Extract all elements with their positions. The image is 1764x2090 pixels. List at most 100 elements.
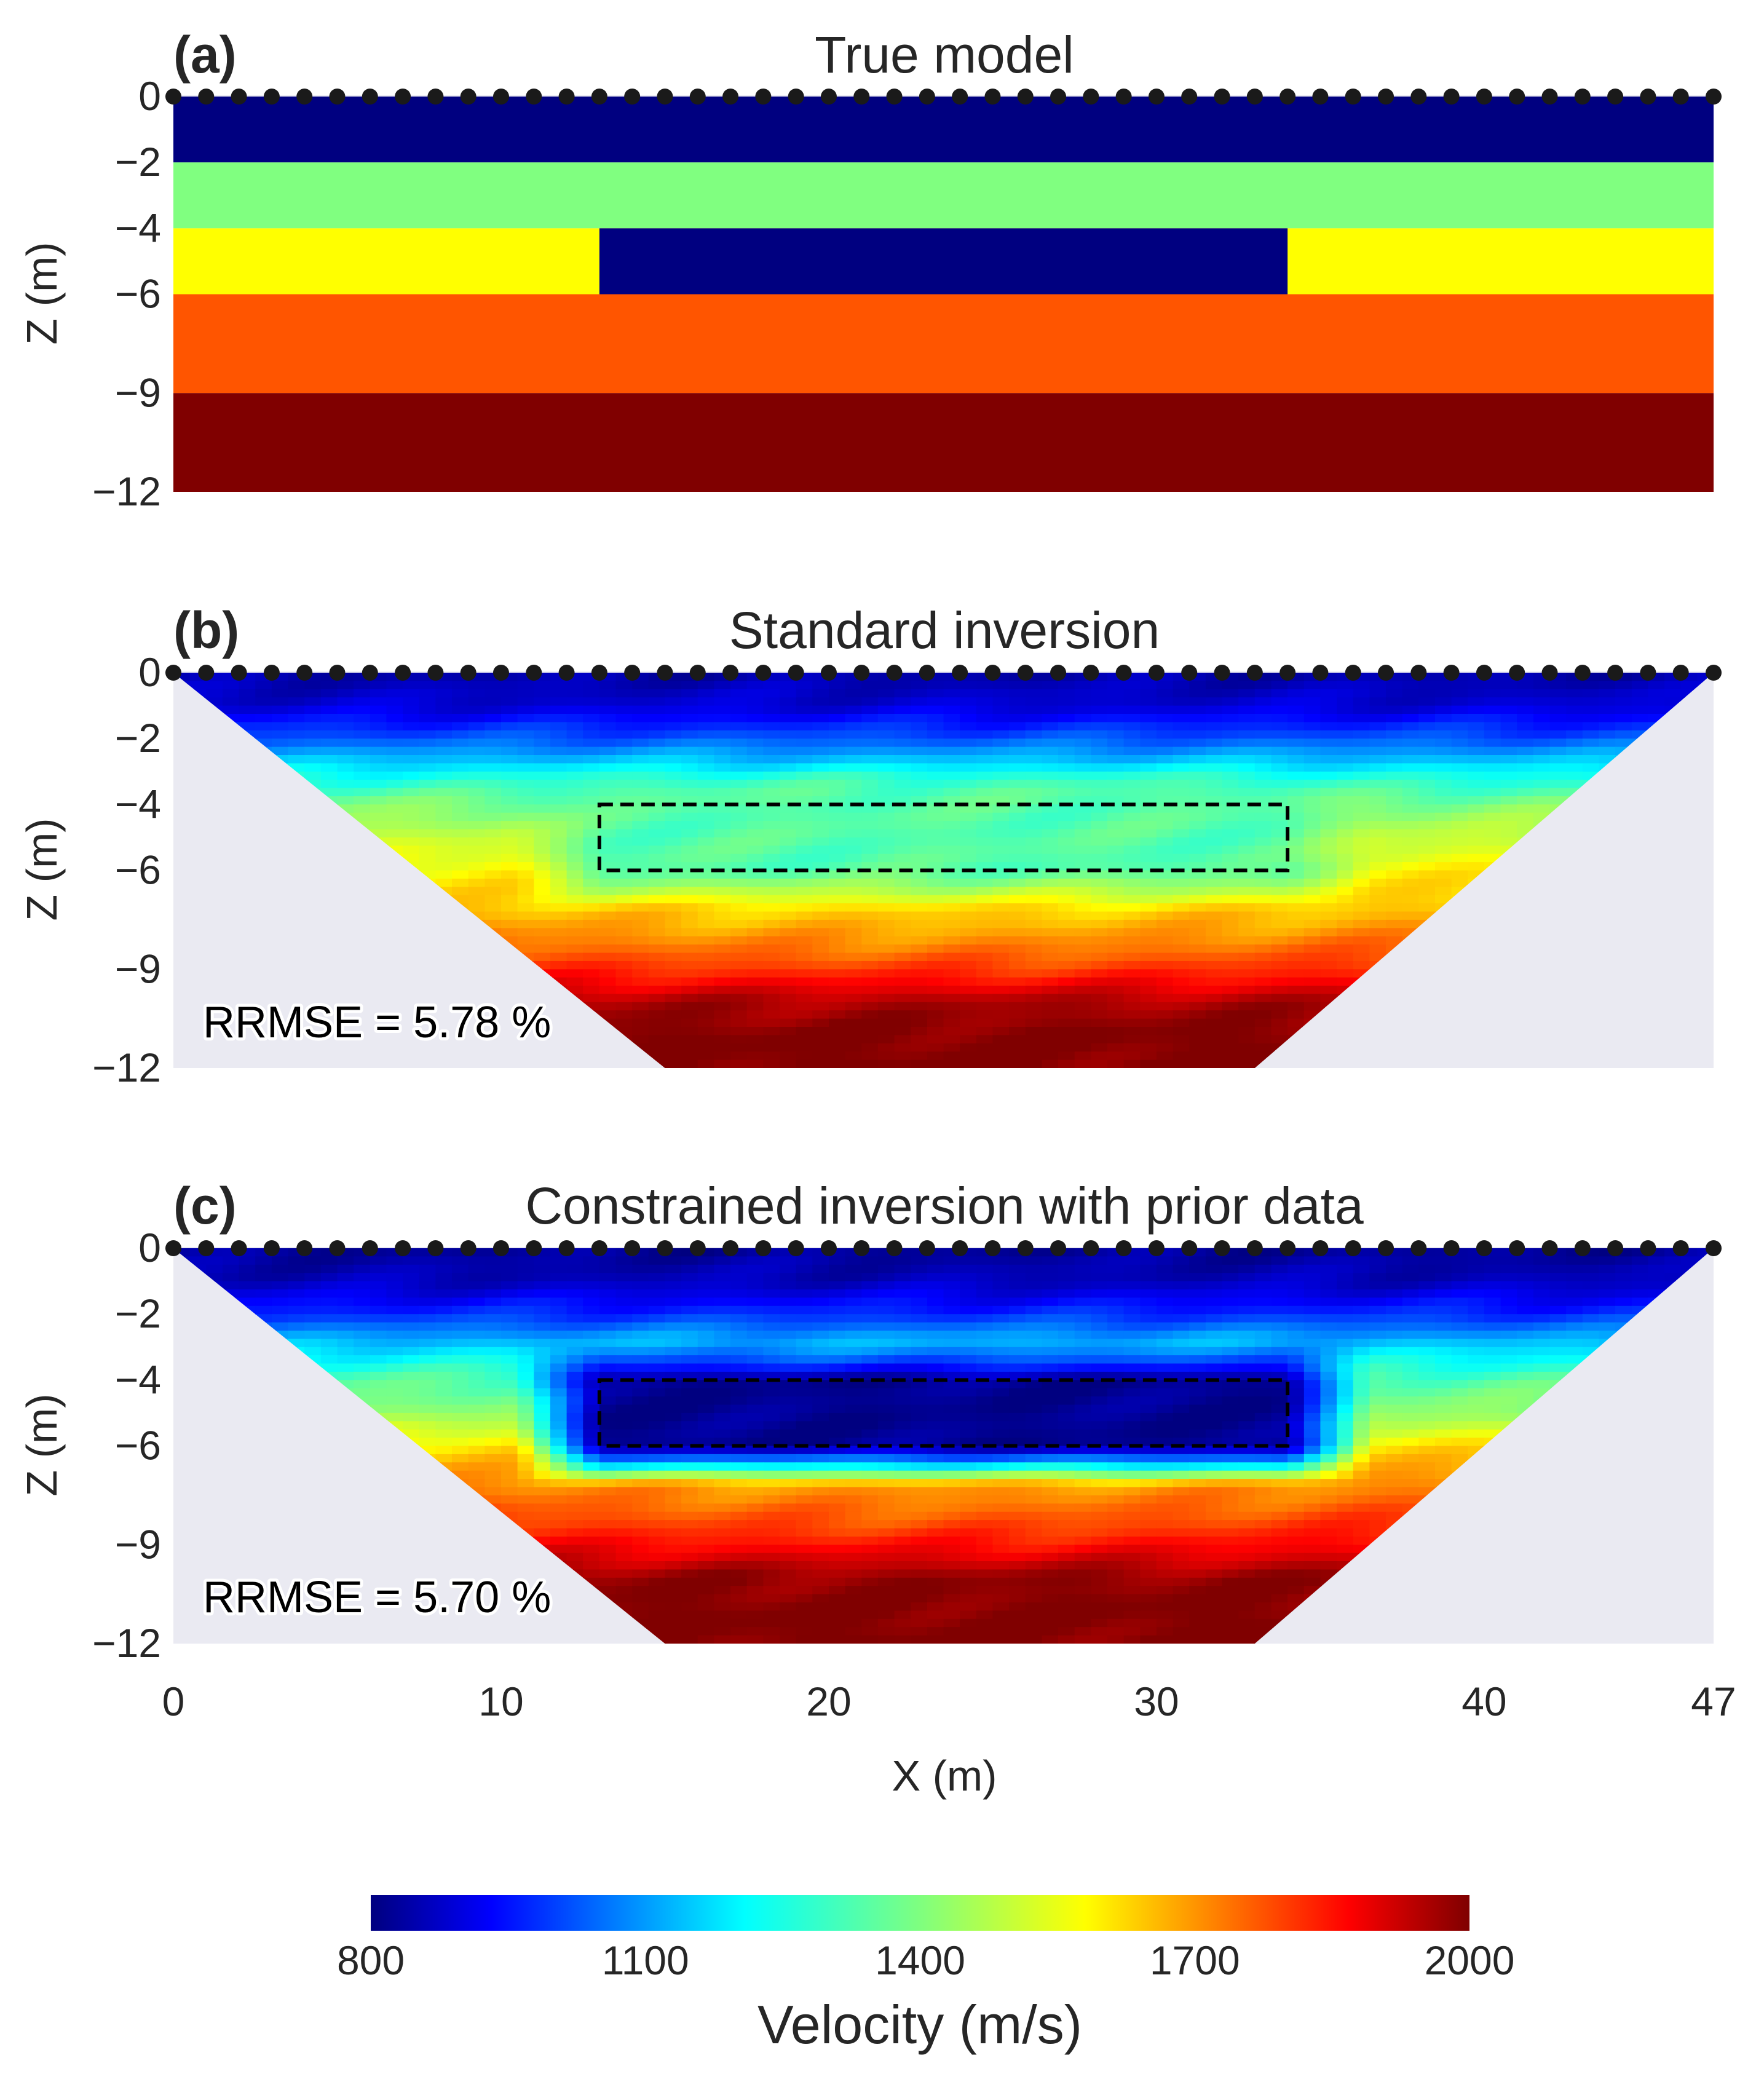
velocity-cell	[665, 928, 682, 937]
velocity-cell	[1074, 1264, 1092, 1273]
velocity-cell	[1451, 829, 1468, 838]
velocity-cell	[1107, 1043, 1125, 1052]
velocity-cell	[1435, 722, 1452, 731]
velocity-cell	[960, 1264, 977, 1273]
velocity-cell	[1320, 804, 1337, 813]
velocity-cell	[665, 837, 682, 847]
velocity-cell	[877, 969, 895, 978]
velocity-cell	[583, 804, 600, 813]
velocity-cell	[1074, 829, 1092, 838]
velocity-cell	[1025, 919, 1043, 929]
velocity-cell	[1484, 755, 1501, 764]
velocity-cell	[943, 738, 960, 748]
velocity-cell	[960, 821, 977, 830]
velocity-cell	[992, 1043, 1010, 1052]
velocity-cell	[320, 771, 338, 780]
velocity-cell	[435, 1264, 453, 1273]
velocity-cell	[812, 870, 829, 879]
velocity-cell	[1337, 804, 1354, 813]
velocity-cell	[845, 771, 862, 780]
velocity-cell	[1009, 986, 1026, 995]
velocity-cell	[337, 730, 354, 739]
velocity-cell	[468, 746, 486, 756]
velocity-cell	[583, 994, 600, 1003]
velocity-cell	[419, 755, 437, 764]
velocity-cell	[960, 705, 977, 714]
velocity-cell	[599, 763, 617, 772]
velocity-cell	[665, 878, 682, 888]
velocity-cell	[697, 1264, 715, 1273]
velocity-cell	[681, 952, 698, 962]
velocity-cell	[1009, 837, 1026, 847]
velocity-cell	[1353, 837, 1370, 847]
velocity-cell	[1582, 697, 1600, 707]
velocity-cell	[796, 771, 813, 780]
panel-a-y-ticks: 0−2−4−6−9−12	[92, 73, 161, 514]
velocity-cell	[1042, 1273, 1059, 1282]
velocity-cell	[1517, 821, 1534, 830]
velocity-cell	[1173, 977, 1190, 986]
velocity-cell	[894, 960, 911, 970]
velocity-cell	[714, 1059, 731, 1068]
velocity-cell	[485, 878, 502, 888]
velocity-cell	[780, 746, 797, 756]
velocity-cell	[501, 714, 518, 723]
velocity-cell	[960, 911, 977, 920]
velocity-cell	[386, 746, 403, 756]
velocity-cell	[714, 821, 731, 830]
velocity-cell	[992, 986, 1010, 995]
velocity-cell	[1107, 853, 1125, 863]
velocity-cell	[1549, 1264, 1567, 1273]
sensor-dot	[362, 89, 378, 105]
velocity-cell	[370, 788, 387, 797]
velocity-cell	[829, 1273, 846, 1282]
velocity-cell	[714, 1256, 731, 1265]
velocity-cell	[960, 771, 977, 780]
sensor-dot	[1312, 89, 1329, 105]
velocity-cell	[681, 746, 698, 756]
velocity-cell	[780, 829, 797, 838]
velocity-cell	[1369, 780, 1386, 789]
velocity-cell	[1123, 878, 1141, 888]
velocity-cell	[877, 845, 895, 855]
velocity-cell	[1205, 1035, 1223, 1044]
velocity-cell	[1173, 771, 1190, 780]
velocity-cell	[1238, 821, 1256, 830]
velocity-cell	[1615, 705, 1632, 714]
velocity-cell	[550, 837, 568, 847]
velocity-cell	[1533, 738, 1551, 748]
velocity-cell	[1271, 755, 1288, 764]
velocity-cell	[566, 952, 583, 962]
velocity-cell	[1107, 1010, 1125, 1019]
velocity-cell	[1386, 788, 1403, 797]
velocity-cell	[992, 1256, 1010, 1265]
panel-b: (b) Standard inversion 0−2−4−6−9−12 Z (m…	[18, 601, 1722, 1090]
velocity-cell	[485, 845, 502, 855]
velocity-cell	[1042, 994, 1059, 1003]
velocity-cell	[845, 697, 862, 707]
velocity-cell	[1205, 853, 1223, 863]
velocity-cell	[1287, 903, 1305, 912]
velocity-cell	[697, 821, 715, 830]
velocity-cell	[1386, 845, 1403, 855]
velocity-cell	[812, 1018, 829, 1027]
velocity-cell	[1025, 944, 1043, 954]
velocity-cell	[681, 738, 698, 748]
velocity-cell	[1254, 738, 1272, 748]
velocity-cell	[1402, 714, 1420, 723]
velocity-cell	[943, 903, 960, 912]
velocity-cell	[829, 1010, 846, 1019]
velocity-cell	[1123, 812, 1141, 821]
velocity-cell	[337, 705, 354, 714]
velocity-cell	[796, 952, 813, 962]
velocity-cell	[829, 887, 846, 896]
velocity-cell	[1156, 1273, 1174, 1282]
velocity-cell	[1271, 928, 1288, 937]
velocity-cell	[599, 746, 617, 756]
velocity-cell	[1042, 812, 1059, 821]
velocity-cell	[976, 1051, 994, 1061]
velocity-cell	[861, 845, 879, 855]
velocity-cell	[1205, 681, 1223, 690]
velocity-cell	[485, 812, 502, 821]
velocity-cell	[1123, 960, 1141, 970]
